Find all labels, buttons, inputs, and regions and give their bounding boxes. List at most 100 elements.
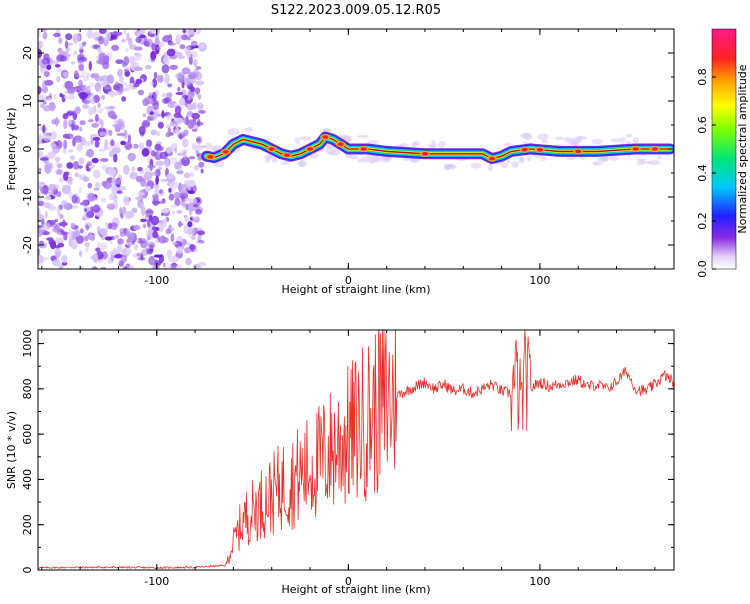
signal-halo bbox=[428, 144, 437, 148]
noise-speck bbox=[138, 199, 144, 209]
noise-speck bbox=[87, 232, 93, 241]
noise-speck bbox=[161, 93, 167, 98]
signal-hotspot-core bbox=[337, 142, 344, 146]
noise-speck bbox=[150, 215, 160, 226]
signal-hotspot-core bbox=[307, 147, 313, 151]
noise-speck bbox=[74, 172, 80, 178]
noise-speck bbox=[63, 71, 68, 78]
signal-halo bbox=[204, 142, 213, 150]
y-tick-label: -10 bbox=[21, 188, 34, 206]
noise-speck bbox=[92, 253, 99, 263]
noise-speck bbox=[162, 218, 168, 229]
colorbar-frame bbox=[711, 28, 737, 270]
noise-speck bbox=[87, 193, 96, 202]
noise-speck bbox=[100, 95, 106, 100]
noise-speck bbox=[99, 131, 107, 137]
noise-speck bbox=[200, 168, 204, 174]
noise-speck bbox=[163, 97, 170, 104]
noise-speck bbox=[135, 196, 143, 201]
signal-halo bbox=[592, 161, 600, 166]
noise-speck bbox=[144, 96, 153, 105]
noise-speck bbox=[80, 70, 87, 76]
signal-halo bbox=[610, 138, 623, 143]
noise-speck bbox=[176, 210, 183, 214]
noise-speck bbox=[121, 254, 127, 263]
noise-speck bbox=[148, 214, 153, 222]
noise-speck bbox=[56, 206, 62, 216]
noise-speck bbox=[95, 247, 101, 252]
noise-speck bbox=[82, 104, 89, 109]
noise-speck bbox=[100, 197, 107, 203]
noise-speck bbox=[61, 200, 68, 208]
noise-speck bbox=[194, 121, 204, 126]
noise-speck bbox=[169, 64, 178, 70]
x-tick-label: 100 bbox=[529, 274, 550, 287]
signal-hotspot-core bbox=[284, 153, 290, 157]
noise-speck bbox=[51, 60, 59, 65]
noise-speck bbox=[173, 191, 182, 199]
noise-speck bbox=[184, 216, 189, 223]
signal-halo bbox=[299, 136, 312, 141]
noise-speck bbox=[193, 59, 198, 67]
noise-speck bbox=[97, 47, 102, 53]
signal-hotspot-core bbox=[632, 147, 639, 151]
noise-speck bbox=[121, 38, 126, 43]
noise-speck bbox=[160, 178, 169, 182]
noise-speck bbox=[132, 54, 142, 62]
noise-speck bbox=[67, 87, 76, 94]
noise-speck bbox=[170, 264, 177, 269]
signal-halo bbox=[438, 140, 446, 148]
x-tick-label: -100 bbox=[144, 274, 169, 287]
noise-speck bbox=[117, 68, 123, 78]
noise-speck bbox=[117, 238, 124, 245]
noise-speck bbox=[168, 187, 172, 193]
noise-speck bbox=[181, 156, 190, 167]
signal-hotspot-core bbox=[575, 149, 582, 154]
noise-speck bbox=[54, 64, 61, 68]
noise-speck bbox=[184, 197, 192, 202]
noise-speck bbox=[49, 224, 59, 228]
noise-speck bbox=[56, 191, 62, 198]
noise-speck bbox=[51, 184, 60, 189]
noise-speck bbox=[76, 143, 83, 152]
noise-speck bbox=[195, 66, 202, 70]
noise-speck bbox=[113, 84, 121, 91]
noise-speck bbox=[142, 113, 147, 118]
signal-halo bbox=[371, 156, 382, 163]
noise-speck bbox=[200, 43, 205, 49]
signal-halo bbox=[632, 137, 640, 143]
signal-halo bbox=[357, 134, 369, 139]
noise-speck bbox=[91, 122, 99, 128]
noise-speck bbox=[101, 164, 108, 170]
noise-speck bbox=[149, 164, 153, 172]
signal-halo bbox=[322, 128, 332, 132]
noise-speck bbox=[185, 242, 192, 246]
noise-speck bbox=[38, 134, 42, 142]
noise-speck bbox=[77, 74, 86, 78]
noise-speck bbox=[123, 195, 130, 206]
noise-speck bbox=[44, 162, 53, 170]
noise-speck bbox=[83, 84, 87, 95]
noise-speck bbox=[39, 157, 49, 161]
noise-speck bbox=[38, 180, 41, 189]
noise-speck bbox=[98, 148, 106, 152]
noise-speck bbox=[127, 134, 131, 143]
noise-speck bbox=[126, 32, 130, 42]
y-tick-label: 400 bbox=[21, 469, 34, 490]
noise-speck bbox=[197, 102, 204, 111]
noise-speck bbox=[183, 172, 191, 179]
noise-speck bbox=[46, 64, 52, 71]
noise-speck bbox=[38, 86, 42, 95]
noise-speck bbox=[171, 242, 178, 246]
noise-speck bbox=[52, 226, 61, 233]
noise-speck bbox=[153, 71, 158, 79]
noise-speck bbox=[193, 198, 198, 204]
noise-speck bbox=[40, 103, 45, 108]
noise-speck bbox=[42, 31, 48, 40]
noise-speck bbox=[123, 129, 128, 139]
noise-speck bbox=[181, 34, 188, 41]
noise-speck bbox=[102, 251, 108, 260]
